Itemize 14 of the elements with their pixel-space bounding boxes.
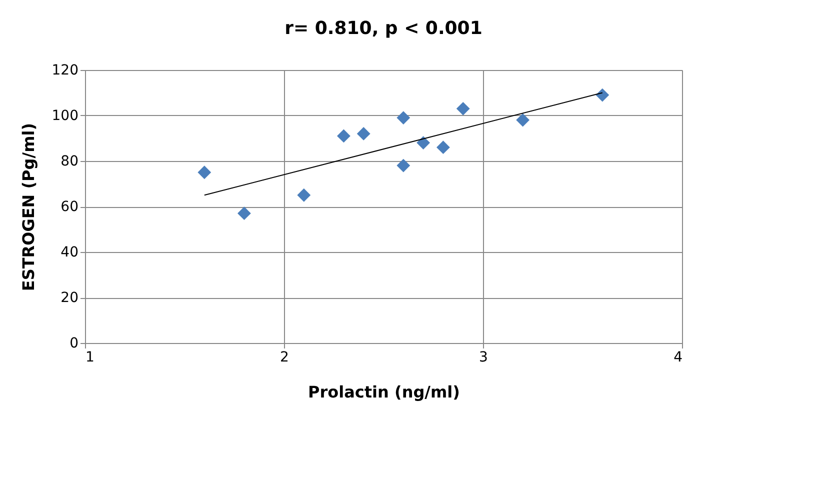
x-tick-label: 2	[280, 350, 289, 366]
y-tick-label: 40	[60, 244, 78, 260]
y-tick-label: 0	[70, 336, 78, 352]
chart-title: r= 0.810, p < 0.001	[284, 18, 482, 39]
y-tick-label: 20	[60, 290, 78, 306]
y-tick-label: 100	[52, 108, 78, 124]
y-tick-label: 60	[60, 199, 78, 215]
x-tick-label: 1	[86, 350, 94, 366]
x-tick-label: 4	[674, 350, 683, 366]
y-tick-label: 120	[52, 62, 78, 78]
y-tick-label: 80	[60, 154, 78, 170]
x-axis-title: Prolactin (ng/ml)	[308, 382, 460, 402]
x-tick-label: 3	[479, 350, 488, 366]
y-axis-title: ESTROGEN (Pg/ml)	[18, 122, 38, 292]
